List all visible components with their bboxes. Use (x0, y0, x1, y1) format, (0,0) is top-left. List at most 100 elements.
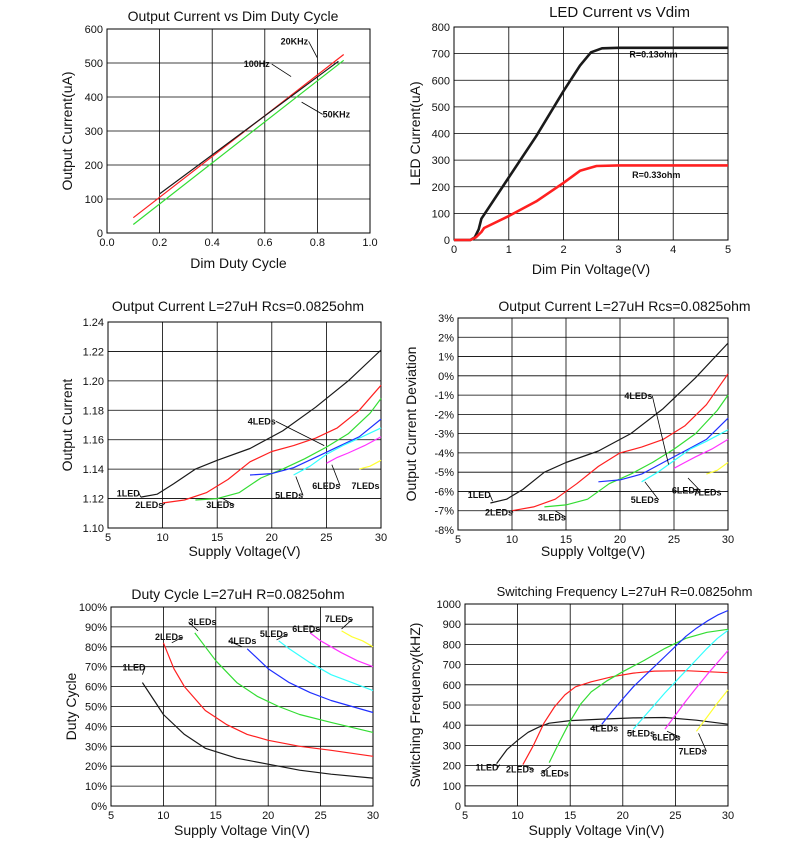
x-tick-label: 0 (451, 244, 457, 256)
chart-title: Output Current L=27uH Rcs=0.0825ohm (111, 298, 365, 314)
annotation-6leds: 6LEDs (292, 624, 320, 634)
annotation-5leds: 5LEDs (627, 728, 655, 738)
annotation-5leds: 5LEDs (275, 491, 303, 501)
y-tick-label: 200 (85, 160, 103, 172)
annotation-1led: 1LED (468, 490, 492, 500)
y-tick-label: 0 (97, 228, 103, 240)
series-line-r-0-13ohm (454, 46, 728, 242)
y-tick-label: 800 (443, 639, 461, 651)
series-line-3leds (195, 398, 382, 501)
annotation-leader-line (301, 101, 323, 115)
y-tick-label: 500 (443, 700, 461, 712)
annotation-leader-line (687, 477, 701, 491)
chart-panel-output-current: Output Current L=27uH Rcs=0.0825ohm 5 10 1… (0, 282, 396, 567)
x-tick-label: 4 (670, 244, 676, 256)
x-tick-label: 20 (614, 534, 626, 546)
y-tick-label: 500 (85, 58, 103, 70)
annotation-leader-line (188, 621, 199, 632)
y-tick-label: 2% (438, 332, 454, 344)
x-axis-label: Supply Voltage(V) (188, 543, 300, 559)
y-axis-label: Switching Frequency(kHZ) (407, 623, 423, 788)
x-tick-label: 5 (108, 810, 114, 822)
y-tick-label: 0% (438, 371, 454, 383)
y-tick-label: 100 (432, 208, 450, 220)
annotation-leader-line (222, 498, 235, 506)
y-tick-label: 40% (85, 721, 107, 733)
chart-panel-switching-frequency: Switching Frequency L=27uH R=0.0825ohm 5… (396, 567, 793, 851)
annotation-5leds: 5LEDs (631, 495, 659, 505)
x-tick-label: 5 (455, 534, 461, 546)
y-axis-label: LED Current(uA) (407, 81, 423, 185)
annotation-leader-line (651, 395, 669, 465)
annotation-2leds: 2LEDs (485, 508, 513, 518)
y-tick-label: 1.14 (83, 464, 104, 476)
series-line-r-0-33ohm (454, 164, 728, 242)
y-tick-label: 200 (443, 761, 461, 773)
series-line-7leds (341, 630, 374, 648)
annotation-leader-line (626, 730, 636, 734)
y-axis-label: Output Current Deviation (403, 347, 419, 502)
annotation-3leds: 3LEDs (538, 512, 566, 522)
series-line-4leds (246, 648, 374, 714)
annotation-7leds: 7LEDs (693, 487, 721, 497)
y-tick-label: 60% (85, 682, 107, 694)
x-tick-label: 1 (506, 244, 512, 256)
annotation-leader-line (666, 730, 681, 738)
x-tick-label: 0.8 (310, 237, 325, 249)
y-tick-label: 1.12 (83, 494, 104, 506)
series-line-6leds (326, 436, 382, 464)
series-line-3leds (194, 632, 374, 733)
x-tick-label: 0.6 (257, 237, 272, 249)
annotation-leader-line (698, 733, 707, 752)
series-line-1led (141, 682, 374, 779)
annotation-leader-line (341, 618, 354, 630)
annotation-3leds: 3LEDs (541, 769, 569, 779)
x-tick-label: 25 (668, 534, 680, 546)
annotation-6leds: 6LEDs (312, 481, 340, 491)
x-tick-label: 15 (564, 810, 576, 822)
y-tick-label: 1.22 (83, 346, 104, 358)
x-tick-label: 1.0 (362, 237, 377, 249)
y-tick-label: 400 (432, 129, 450, 141)
annotation-leader-line (489, 495, 493, 502)
y-tick-label: -2% (434, 409, 454, 421)
annotation-leader-line (138, 493, 142, 498)
series-line-100hz (159, 60, 339, 195)
x-tick-label: 0.4 (205, 237, 220, 249)
y-tick-label: 80% (85, 642, 107, 654)
y-tick-label: 100 (85, 194, 103, 206)
x-tick-label: 25 (314, 810, 326, 822)
y-tick-label: -8% (434, 525, 454, 537)
x-tick-label: 10 (506, 534, 518, 546)
y-tick-label: 1.24 (83, 317, 104, 329)
x-tick-label: 30 (722, 534, 734, 546)
y-tick-label: 800 (432, 22, 450, 34)
series-line-5leds (641, 429, 729, 483)
y-tick-label: 1.18 (83, 405, 104, 417)
series-line-4leds (601, 609, 729, 725)
y-tick-label: -1% (434, 390, 454, 402)
y-tick-label: 0 (444, 235, 450, 247)
annotation-100hz: 100Hz (244, 59, 271, 69)
x-tick-label: 3 (615, 244, 621, 256)
series-line-2leds (162, 642, 374, 757)
chart-panel-led-vs-vdim: LED Current vs Vdim 0 1 2 3 4 5 0 100 200 300 400 5… (396, 0, 793, 282)
chart-panel-current-deviation: Output Current L=27uH Rcs=0.0825ohm 5 10 1… (396, 282, 793, 567)
x-tick-label: 5 (462, 810, 468, 822)
series-line-1led (140, 349, 382, 498)
annotation-leader-line (275, 420, 325, 446)
annotation-leader-line (554, 510, 567, 518)
annotation-leader-line (511, 510, 514, 513)
y-tick-label: 1000 (437, 599, 461, 611)
x-tick-label: 15 (211, 532, 223, 544)
annotation-leader-line (590, 724, 604, 729)
y-tick-label: 3% (438, 313, 454, 325)
annotation-20khz: 20KHz (281, 36, 309, 46)
annotation-4leds: 4LEDs (590, 723, 618, 733)
annotation-7leds: 7LEDs (325, 614, 353, 624)
annotation-4leds: 4LEDs (248, 416, 276, 426)
y-tick-label: 1.20 (83, 376, 104, 388)
x-tick-label: 20 (266, 532, 278, 544)
x-axis-label: Supply Voltage Vin(V) (529, 822, 665, 838)
annotation-50khz: 50KHz (323, 109, 351, 119)
